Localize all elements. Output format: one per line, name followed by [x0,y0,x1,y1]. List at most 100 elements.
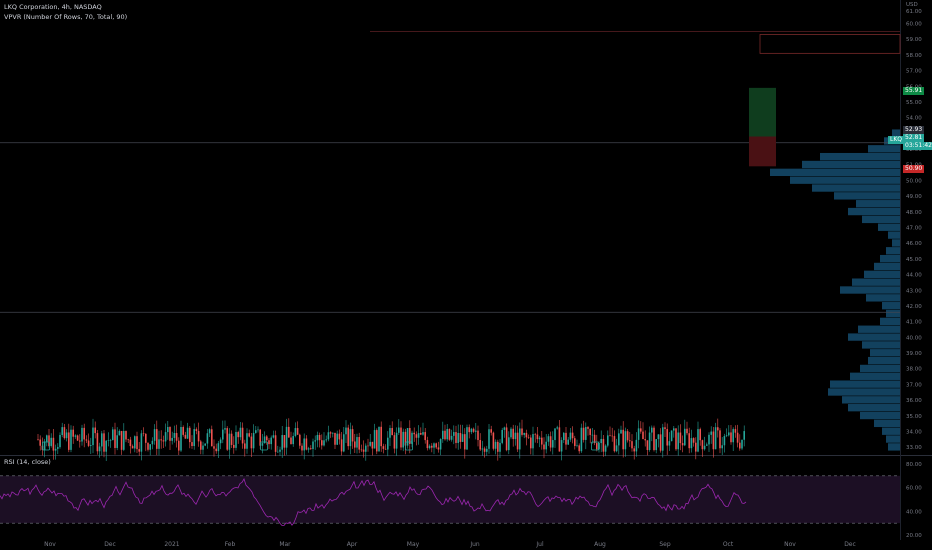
candle-body [444,430,446,440]
volume-profile-bar [886,309,900,318]
candle-body [123,431,125,450]
candle-body [85,439,88,441]
candle-body [642,431,644,440]
price-tick-label: 55.00 [906,100,922,106]
candle-body [547,436,550,442]
candle-body [453,432,455,436]
price-tick-label: 49.00 [906,194,922,200]
candle-body [576,445,578,447]
candle-body [411,432,413,444]
time-tick-label: Dec [844,541,856,548]
candle-body [409,428,411,444]
candle-body [338,433,341,440]
volume-profile-bar [770,168,900,177]
candle-body [340,439,343,452]
volume-profile-bar [874,419,900,428]
candle-body [261,443,264,446]
rsi-legend[interactable]: RSI (14, close) [4,458,51,466]
candle-body [138,449,140,452]
candle-body [213,446,215,449]
earnings-marker-icon [405,441,413,451]
rsi-line [0,478,747,526]
candle-body [472,428,475,432]
candle-body [39,439,41,446]
candle-body [61,427,63,435]
candle-body [437,447,440,450]
candle-body [384,448,387,450]
candle-body [613,436,616,452]
volume-profile-bar [862,341,900,349]
rsi-tick-label: 80.00 [906,462,922,468]
candle-body [118,431,121,436]
candle-body [516,432,519,450]
price-tick-label: 47.00 [906,226,922,232]
candle-body [382,446,385,449]
candle-body [70,429,72,450]
candle-body [600,438,602,444]
candle-body [274,435,277,452]
candle-body [87,440,90,446]
candle-body [686,428,688,434]
volume-profile-bar [812,184,900,192]
candle-body [618,433,620,446]
candle-body [283,435,286,448]
price-tick-label: 41.00 [906,320,922,326]
earnings-marker-icon [260,441,268,451]
price-tick-label: 40.00 [906,335,922,341]
price-tick-label: 60.00 [906,22,922,28]
candle-body [252,432,255,449]
candle-body [624,431,627,450]
candle-body [233,444,235,448]
candle-body [369,441,371,446]
candle-body [699,429,701,441]
candlestick-series [37,418,745,462]
candle-body [646,440,649,450]
candle-body [43,441,46,450]
candle-body [46,435,48,442]
volume-profile-bar [864,270,900,278]
candle-body [598,443,600,450]
earnings-marker-icon [42,441,50,451]
candle-body [736,432,739,443]
candle-body [558,427,561,452]
price-tick-label: 48.00 [906,210,922,216]
candle-body [477,430,479,441]
candle-body [336,433,338,445]
candle-body [294,428,297,437]
candle-body [420,433,422,435]
vpvr-legend[interactable]: VPVR (Number Of Rows, 70, Total, 90) [4,13,128,21]
candle-body [673,428,675,431]
last-price-tag: 52.93 [903,126,925,134]
candle-body [134,436,136,449]
candle-body [266,436,268,441]
candle-body [54,448,57,451]
volume-profile-bar [842,396,900,404]
candle-body [739,442,741,449]
price-tick-label: 46.00 [906,241,922,247]
candle-body [571,432,574,439]
candle-body [637,428,640,440]
candle-body [259,429,261,446]
candle-body [37,439,39,440]
candle-body [538,437,541,440]
price-tick-label: 58.00 [906,53,922,59]
candle-body [461,434,464,442]
candle-body [728,432,730,436]
candle-body [536,434,539,440]
candle-body [743,431,745,440]
resistance-zone [759,34,901,54]
candle-body [288,426,290,438]
volume-profile-bar [862,215,900,224]
volume-profile-bar [848,207,900,216]
candle-body [631,441,633,449]
candle-body [255,430,257,433]
symbol-title[interactable]: LKQ Corporation, 4h, NASDAQ [4,3,102,11]
candle-body [191,442,193,447]
candle-body [492,432,495,449]
candle-body [103,433,105,452]
candle-body [250,436,253,449]
volume-profile-bar [840,286,900,294]
candle-body [228,433,231,450]
candle-body [94,427,96,434]
candle-body [380,426,382,447]
